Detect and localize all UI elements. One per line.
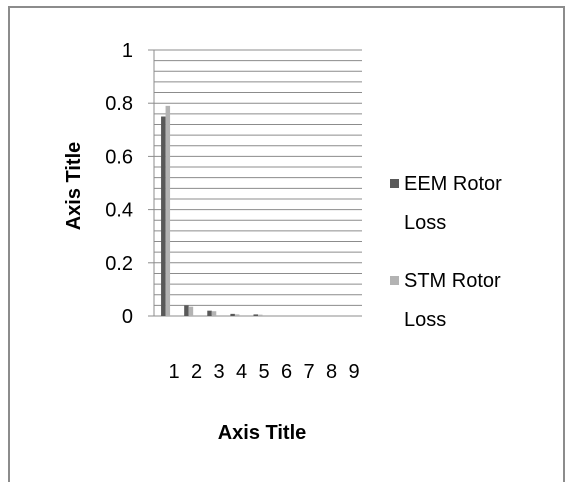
legend: EEM Rotor Loss STM Rotor Loss: [390, 173, 502, 331]
y-tick-label: 0.8: [105, 93, 133, 115]
x-tick-label: 3: [213, 361, 224, 383]
gridlines: [148, 49, 362, 317]
bar-eem: [184, 305, 189, 316]
y-tick-label: 0.2: [105, 253, 133, 275]
legend-entry-eem: EEM Rotor Loss: [390, 173, 502, 234]
x-axis-title: Axis Title: [218, 422, 307, 444]
y-tick-label: 0: [122, 306, 133, 328]
bar-eem: [230, 313, 235, 316]
x-tick-label: 9: [348, 361, 359, 383]
x-tick-label: 5: [258, 361, 269, 383]
legend-label-stm-line1: STM Rotor: [404, 270, 501, 292]
y-axis-title: Axis Title: [63, 142, 85, 231]
bar-stm: [234, 314, 240, 316]
legend-swatch-eem: [390, 179, 399, 188]
y-tick-labels: 0 0.2 0.4 0.6 0.8 1: [105, 40, 133, 328]
x-tick-label: 6: [281, 361, 292, 383]
x-tick-label: 1: [168, 361, 179, 383]
bar-stm: [188, 306, 194, 316]
legend-label-eem-line1: EEM Rotor: [404, 173, 502, 195]
x-tick-label: 4: [236, 361, 247, 383]
x-tick-label: 2: [191, 361, 202, 383]
legend-entry-stm: STM Rotor Loss: [390, 270, 501, 331]
bar-stm: [258, 314, 263, 316]
y-tick-label: 0.4: [105, 200, 133, 222]
y-tick-label: 0.6: [105, 146, 133, 168]
x-tick-label: 7: [303, 361, 314, 383]
legend-swatch-stm: [390, 276, 399, 285]
bar-eem: [207, 310, 212, 316]
y-tick-label: 1: [122, 40, 133, 62]
legend-label-stm-line2: Loss: [404, 309, 446, 331]
bar-stm: [165, 105, 171, 316]
bar-stm: [211, 311, 217, 316]
x-tick-label: 8: [326, 361, 337, 383]
bar-eem: [161, 116, 166, 316]
bars: [161, 105, 263, 316]
bar-eem: [253, 314, 258, 316]
legend-label-eem-line2: Loss: [404, 212, 446, 234]
